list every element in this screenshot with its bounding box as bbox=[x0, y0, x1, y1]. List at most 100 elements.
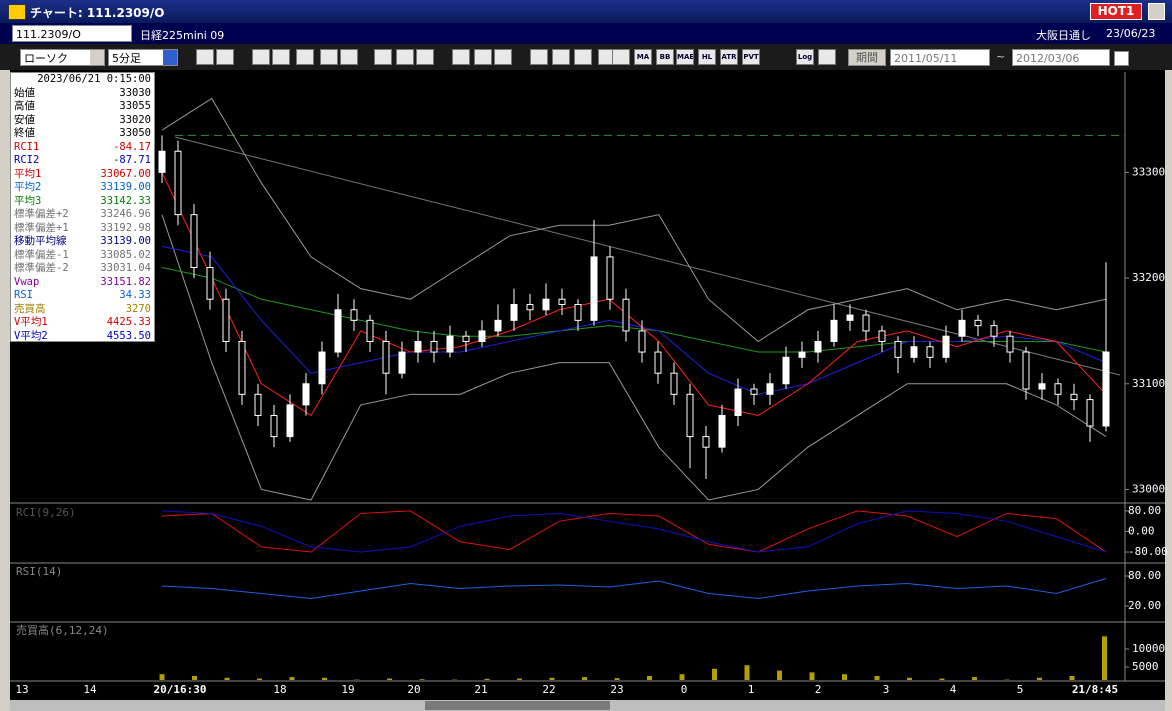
rsi-line bbox=[161, 578, 1107, 600]
checkbox[interactable] bbox=[1114, 51, 1129, 66]
period-button[interactable]: 期間 bbox=[848, 49, 886, 66]
tool-icon[interactable] bbox=[416, 49, 434, 65]
info-label: RSI bbox=[14, 289, 33, 301]
volume-bar bbox=[972, 677, 977, 680]
y-tick-label: 20.00 bbox=[1128, 599, 1161, 612]
tool-button[interactable]: BB bbox=[656, 49, 674, 65]
tool-icon[interactable] bbox=[612, 49, 630, 65]
info-value: -84.17 bbox=[113, 140, 151, 153]
volume-bar bbox=[842, 674, 847, 680]
tool-icon[interactable] bbox=[494, 49, 512, 65]
tool-icon[interactable] bbox=[216, 49, 234, 65]
candle-body bbox=[254, 393, 262, 416]
x-tick-label: 21 bbox=[474, 683, 487, 696]
tool-icon[interactable] bbox=[374, 49, 392, 65]
chart-style-select[interactable]: ローソク bbox=[20, 49, 105, 66]
info-label: 高値 bbox=[14, 100, 35, 112]
dropdown-arrow bbox=[90, 50, 104, 65]
symbol-name: 日経225mini 09 bbox=[140, 29, 225, 42]
x-tick-label: 13 bbox=[15, 683, 28, 696]
info-value: 33142.33 bbox=[100, 194, 151, 207]
tool-icon[interactable] bbox=[340, 49, 358, 65]
tool-button[interactable]: HL bbox=[698, 49, 716, 65]
tool-icon[interactable] bbox=[552, 49, 570, 65]
candle-body bbox=[350, 309, 358, 321]
tool-icon[interactable] bbox=[574, 49, 592, 65]
candle-body bbox=[174, 150, 182, 216]
info-row: 高値 33055 bbox=[11, 100, 154, 114]
to-text: 2012/03/06 bbox=[1016, 52, 1080, 65]
from-date[interactable]: 2011/05/11 bbox=[890, 49, 990, 66]
x-tick-label: 20/16:30 bbox=[154, 683, 207, 696]
x-tick-label: 20 bbox=[407, 683, 420, 696]
tool-icon[interactable] bbox=[530, 49, 548, 65]
rci-line bbox=[161, 510, 1107, 553]
volume-bar bbox=[582, 677, 587, 680]
candle-body bbox=[446, 335, 454, 353]
candle-body bbox=[398, 351, 406, 374]
candle-body bbox=[1102, 351, 1110, 427]
chart-background bbox=[0, 70, 1172, 711]
interval: 5分足 bbox=[112, 52, 141, 65]
info-value: 33192.98 bbox=[100, 221, 151, 234]
volume-bar bbox=[1069, 675, 1075, 680]
candle-body bbox=[222, 298, 230, 342]
tool-icon[interactable] bbox=[452, 49, 470, 65]
info-label: V平均2 bbox=[14, 329, 48, 342]
info-row: 標準偏差-1 33085.02 bbox=[11, 249, 154, 263]
info-row: 終値 33050 bbox=[11, 127, 154, 141]
candle-body bbox=[1038, 383, 1046, 390]
symbol-input[interactable]: 111.2309/O bbox=[12, 25, 132, 42]
tool-button[interactable]: ATR bbox=[720, 49, 738, 65]
tool-button[interactable]: PVT bbox=[742, 49, 760, 65]
info-value: -87.71 bbox=[113, 154, 151, 166]
info-label: 終値 bbox=[14, 127, 35, 139]
candle-body bbox=[542, 298, 550, 311]
info-row: 平均3 33142.33 bbox=[11, 195, 154, 209]
candle-body bbox=[910, 346, 918, 358]
candle-body bbox=[718, 414, 726, 448]
info-value: 34.33 bbox=[119, 289, 151, 301]
tool-icon[interactable] bbox=[272, 49, 290, 65]
volume-bar bbox=[159, 674, 165, 680]
tool-button[interactable]: MA bbox=[634, 49, 652, 65]
to-date[interactable]: 2012/03/06 bbox=[1012, 49, 1110, 66]
volume-bar bbox=[224, 677, 230, 680]
tool-icon[interactable] bbox=[296, 49, 314, 65]
info-value: 33031.04 bbox=[100, 262, 151, 274]
tool-icon[interactable] bbox=[474, 49, 492, 65]
info-label: RCI1 bbox=[14, 140, 40, 153]
tool-icon[interactable] bbox=[252, 49, 270, 65]
candle-body bbox=[414, 340, 422, 353]
close-button[interactable] bbox=[1148, 3, 1165, 20]
candle-body bbox=[286, 404, 294, 438]
volume-bar bbox=[484, 678, 490, 680]
tool-button[interactable]: Log bbox=[796, 49, 814, 65]
y-tick-label: 10000 bbox=[1132, 642, 1165, 655]
candle-body bbox=[558, 298, 566, 305]
x-tick-label: 0 bbox=[681, 683, 688, 696]
tool-icon[interactable] bbox=[818, 49, 836, 65]
candle-body bbox=[334, 309, 342, 353]
info-label: 標準偏差-1 bbox=[14, 248, 69, 261]
hot-button[interactable]: HOT1 bbox=[1090, 3, 1142, 20]
tool-icon[interactable] bbox=[320, 49, 338, 65]
candle-body bbox=[1070, 393, 1078, 401]
info-label: 平均3 bbox=[14, 194, 42, 207]
tool-button[interactable]: MAE bbox=[676, 49, 694, 65]
candle-body bbox=[974, 319, 982, 327]
volume-bar bbox=[192, 675, 197, 680]
candle-body bbox=[606, 256, 614, 300]
candle-body bbox=[238, 340, 246, 395]
interval-select[interactable]: 5分足 bbox=[108, 49, 178, 66]
title-bar: チャート: 111.2309/O HOT1 bbox=[0, 0, 1172, 23]
tool-icon[interactable] bbox=[196, 49, 214, 65]
info-row: Vwap 33151.82 bbox=[11, 276, 154, 290]
candle-body bbox=[462, 335, 470, 342]
volume-bar bbox=[614, 678, 620, 680]
tool-icon[interactable] bbox=[396, 49, 414, 65]
info-label: 安値 bbox=[14, 113, 35, 126]
scroll-thumb[interactable] bbox=[425, 701, 610, 710]
candle-body bbox=[190, 214, 198, 269]
info-value: 33139.00 bbox=[100, 181, 151, 193]
